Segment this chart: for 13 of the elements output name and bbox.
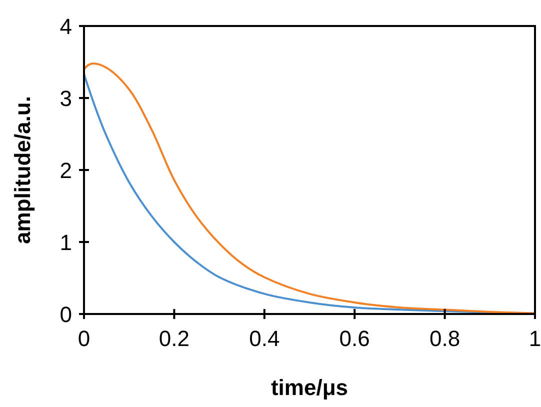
x-tick-label: 1 (528, 326, 541, 351)
x-tick-label: 0.6 (339, 326, 370, 351)
y-tick-label: 1 (60, 230, 72, 255)
y-tick-label: 3 (60, 86, 72, 111)
y-axis-title: amplitude/a.u. (10, 96, 35, 244)
y-tick-label: 4 (60, 14, 72, 39)
y-tick-label: 2 (60, 158, 72, 183)
x-tick-label: 0.4 (249, 326, 280, 351)
y-tick-label: 0 (60, 302, 72, 327)
x-tick-label: 0 (78, 326, 90, 351)
x-axis-title: time/μs (270, 375, 348, 400)
x-tick-label: 0.8 (430, 326, 460, 351)
x-tick-label: 0.2 (158, 326, 190, 351)
